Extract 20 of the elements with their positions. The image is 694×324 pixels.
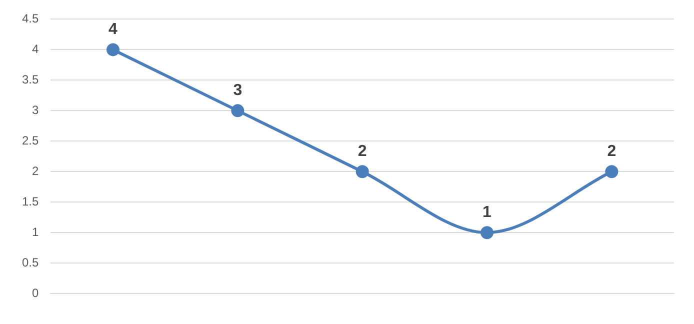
y-tick-label: 2.5 <box>22 133 39 148</box>
data-label: 3 <box>233 82 242 100</box>
y-tick-label: 0.5 <box>22 255 39 270</box>
data-label: 2 <box>358 143 367 160</box>
y-tick-label: 1.5 <box>22 194 39 208</box>
point <box>480 226 494 240</box>
point <box>356 165 369 178</box>
point <box>231 104 244 118</box>
data-label: 2 <box>607 143 616 160</box>
y-tick-label: 2 <box>32 164 39 178</box>
y-tick-label: 4.5 <box>22 12 39 26</box>
point <box>106 43 120 56</box>
point <box>605 165 618 178</box>
data-label: 4 <box>108 21 118 38</box>
y-tick-label: 4 <box>32 42 39 56</box>
y-tick-label: 0 <box>32 286 39 300</box>
y-tick-label: 3 <box>32 102 39 117</box>
y-tick-label: 1 <box>32 224 39 239</box>
y-tick-label: 3.5 <box>22 72 39 86</box>
data-label: 1 <box>482 204 492 222</box>
